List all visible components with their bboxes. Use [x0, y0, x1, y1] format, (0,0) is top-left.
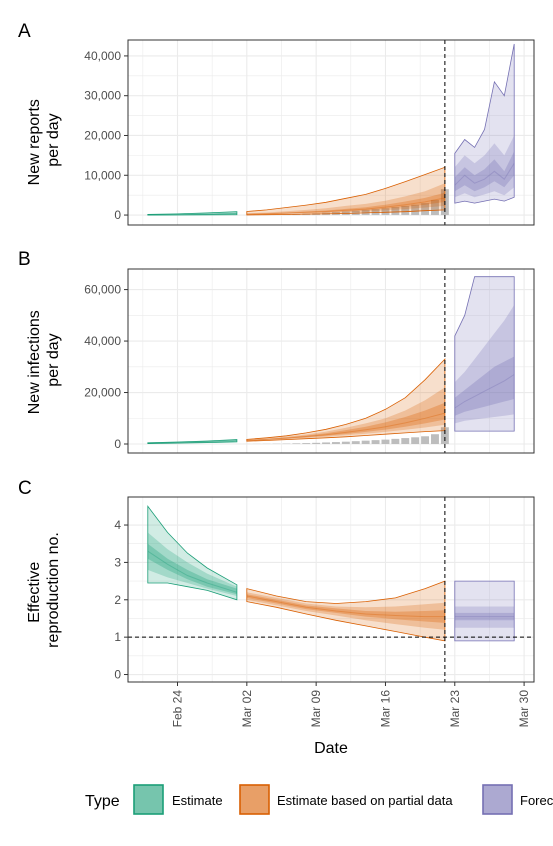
- observed-report-bar: [352, 441, 360, 444]
- legend-swatch-forecast: [483, 785, 512, 814]
- panel-c-ylabel-line-1: Effective: [26, 562, 43, 623]
- x-axis-title: Date: [314, 740, 348, 757]
- x-tick-label: Mar 30: [517, 690, 531, 728]
- y-tick-label: 3: [114, 555, 121, 569]
- observed-report-bar: [411, 437, 419, 444]
- x-tick-label: Mar 23: [448, 690, 462, 728]
- y-tick-label: 10,000: [84, 168, 121, 182]
- panel-b-plot: 0 20,000 40,000 60,000: [84, 269, 534, 453]
- observed-report-bar: [342, 442, 350, 444]
- observed-report-bar: [421, 436, 429, 444]
- y-tick-label: 4: [114, 518, 121, 532]
- legend-title: Type: [85, 793, 120, 810]
- observed-report-bar: [362, 441, 370, 444]
- panel-letter-c: C: [18, 478, 32, 499]
- panel-a-plot: 0 10,000 20,000 30,000 40,000: [84, 40, 534, 225]
- y-tick-label: 20,000: [84, 386, 121, 400]
- x-tick-label: Mar 02: [240, 690, 254, 728]
- y-tick-label: 30,000: [84, 89, 121, 103]
- observed-report-bar: [332, 442, 340, 444]
- y-tick-label: 0: [114, 208, 121, 222]
- panel-b-ylabel-line-2: per day: [45, 333, 62, 386]
- legend-swatch-partial: [240, 785, 269, 814]
- observed-report-bar: [372, 440, 380, 444]
- panel-c: C Effective reproduction no. 0 1 2 3 4: [18, 478, 534, 682]
- legend: Type Estimate Estimate based on partial d…: [85, 785, 553, 814]
- y-tick-label: 20,000: [84, 128, 121, 142]
- y-tick-label: 1: [114, 630, 121, 644]
- panel-a-ylabel: New reports per day: [26, 95, 62, 186]
- y-tick-label: 40,000: [84, 49, 121, 63]
- panel-a-ylabel-line-1: New reports: [26, 99, 43, 185]
- panel-a-ylabel-line-2: per day: [45, 113, 62, 166]
- observed-report-bar: [292, 443, 300, 444]
- legend-label-estimate: Estimate: [172, 793, 223, 808]
- y-tick-label: 0: [114, 668, 121, 682]
- panel-a: A New reports per day 0 10,000 20,000 30,00…: [18, 21, 534, 225]
- x-tick-label: Mar 16: [378, 690, 392, 728]
- panel-b-ylabel-line-1: New infections: [26, 310, 43, 414]
- legend-items: Estimate Estimate based on partial data Fo…: [134, 785, 553, 814]
- observed-report-bar: [312, 443, 320, 444]
- panel-letter-b: B: [18, 249, 31, 270]
- x-tick-label: Mar 09: [309, 690, 323, 728]
- x-tick-label: Feb 24: [171, 690, 185, 728]
- panel-b-ylabel: New infections per day: [26, 306, 62, 415]
- panel-b: B New infections per day 0 20,000 40,000 60…: [18, 249, 534, 453]
- panel-letter-a: A: [18, 21, 31, 42]
- legend-label-partial: Estimate based on partial data: [277, 793, 453, 808]
- x-axis: Feb 24 Mar 02 Mar 09 Mar 16 Mar 23 Mar 30: [171, 682, 532, 727]
- observed-report-bar: [391, 439, 399, 444]
- y-tick-label: 2: [114, 593, 121, 607]
- panel-c-ylabel: Effective reproduction no.: [26, 532, 62, 648]
- observed-report-bar: [322, 442, 330, 444]
- legend-label-forecast: Forecast: [520, 793, 553, 808]
- y-tick-label: 40,000: [84, 334, 121, 348]
- y-tick-label: 60,000: [84, 283, 121, 297]
- y-tick-label: 0: [114, 437, 121, 451]
- observed-report-bar: [302, 443, 310, 444]
- observed-report-bar: [431, 434, 439, 444]
- panel-c-ylabel-line-2: reproduction no.: [45, 532, 62, 648]
- legend-swatch-estimate: [134, 785, 163, 814]
- panel-c-plot: 0 1 2 3 4: [114, 497, 534, 682]
- observed-report-bar: [401, 438, 409, 444]
- observed-report-bar: [382, 440, 390, 444]
